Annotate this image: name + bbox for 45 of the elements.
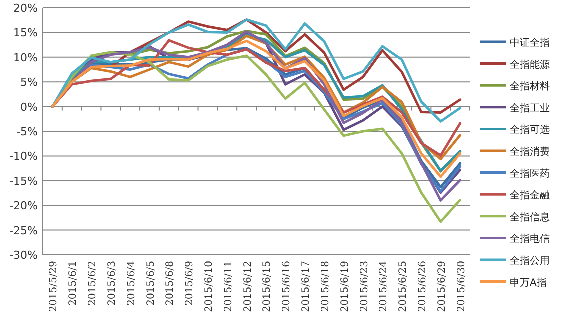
y-tick-label: 5% <box>20 76 38 90</box>
legend-label: 全指工业 <box>510 102 550 114</box>
x-tick-label: 2015/6/10 <box>204 261 215 312</box>
legend-label: 全指信息 <box>510 211 550 224</box>
x-tick-label: 2015/6/1 <box>68 261 80 306</box>
legend-label: 全指公用 <box>510 255 550 267</box>
x-tick-label: 2015/5/29 <box>48 261 60 312</box>
legend-label: 全指材料 <box>510 80 550 93</box>
x-tick-label: 2015/6/18 <box>320 261 332 312</box>
x-tick-label: 2015/6/12 <box>242 261 254 312</box>
legend-label: 全指可选 <box>510 124 550 136</box>
y-tick-label: -20% <box>10 200 38 213</box>
x-tick-label: 2015/6/17 <box>301 261 312 312</box>
x-tick-label: 2015/6/11 <box>223 261 234 312</box>
x-tick-label: 2015/6/30 <box>456 261 468 312</box>
x-tick-label: 2015/6/19 <box>340 261 351 312</box>
x-tick-label: 2015/6/16 <box>282 261 293 312</box>
x-tick-label: 2015/6/25 <box>398 261 410 312</box>
y-tick-label: -30% <box>10 249 38 262</box>
legend-label: 全指电信 <box>510 233 550 246</box>
x-tick-label: 2015/6/5 <box>146 261 157 306</box>
legend-label: 申万A指 <box>510 276 547 289</box>
legend-label: 全指能源 <box>510 58 550 71</box>
legend-label: 全指金融 <box>510 190 550 202</box>
y-tick-label: 10% <box>14 51 38 64</box>
legend-label: 全指医药 <box>510 168 550 180</box>
x-tick-label: 2015/6/23 <box>359 261 370 312</box>
x-tick-label: 2015/6/4 <box>126 261 138 306</box>
x-tick-label: 2015/6/26 <box>417 261 428 312</box>
x-tick-label: 2015/6/29 <box>436 261 448 312</box>
y-tick-label: -15% <box>10 174 38 188</box>
legend-label: 全指消费 <box>510 146 550 158</box>
x-tick-label: 2015/6/15 <box>262 261 274 312</box>
y-tick-label: -25% <box>10 224 38 238</box>
y-tick-label: 0% <box>20 100 38 114</box>
y-tick-label: -10% <box>10 150 38 164</box>
y-tick-label: 15% <box>14 26 38 40</box>
x-tick-label: 2015/6/8 <box>165 261 176 306</box>
x-tick-label: 2015/6/9 <box>184 261 196 306</box>
y-tick-label: 20% <box>14 2 38 15</box>
x-tick-label: 2015/6/2 <box>88 261 99 306</box>
legend-label: 中证全指 <box>510 37 550 49</box>
y-tick-label: -5% <box>16 126 38 138</box>
x-tick-label: 2015/6/24 <box>378 261 390 312</box>
x-tick-label: 2015/6/3 <box>106 261 118 306</box>
